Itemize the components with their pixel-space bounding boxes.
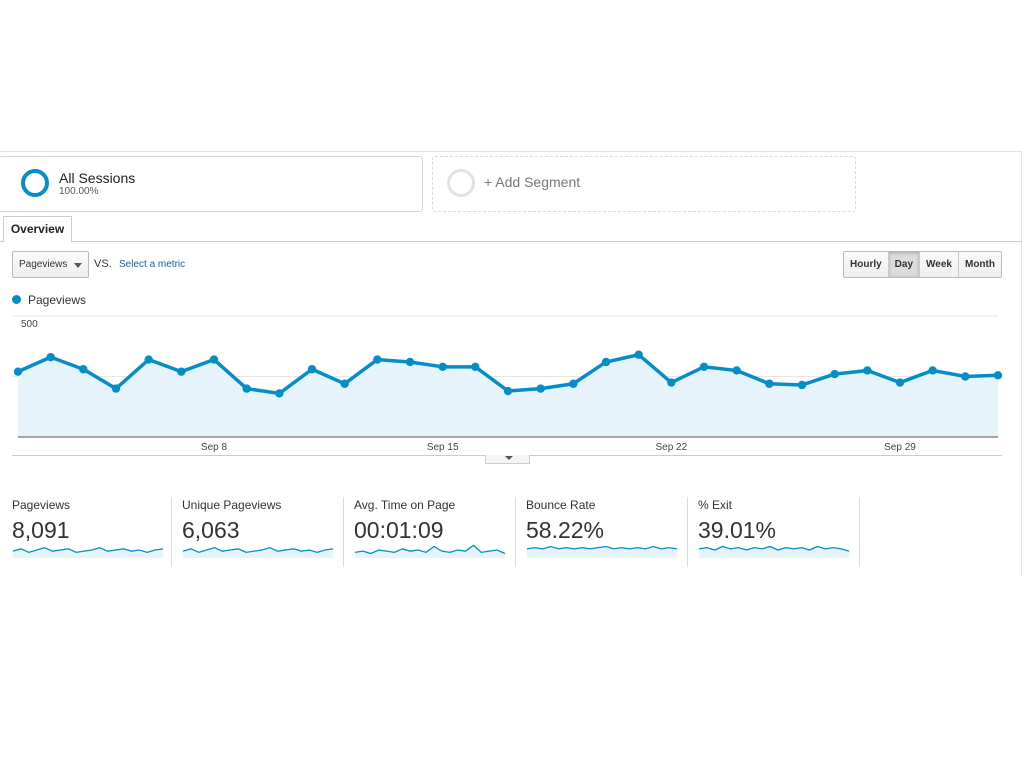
data-point[interactable] bbox=[601, 357, 611, 367]
report-frame bbox=[0, 151, 1022, 576]
data-point[interactable] bbox=[536, 384, 545, 393]
data-point[interactable] bbox=[993, 371, 1003, 380]
sparkline-area bbox=[527, 546, 677, 558]
period-month-button[interactable]: Month bbox=[957, 252, 1001, 277]
data-point[interactable] bbox=[177, 367, 186, 376]
data-point[interactable] bbox=[863, 366, 872, 375]
scorecard-unique-pageviews[interactable]: Unique Pageviews 6,063 bbox=[172, 497, 344, 567]
tab-overview[interactable]: Overview bbox=[3, 216, 72, 243]
scorecard-sparkline bbox=[526, 545, 678, 558]
sparkline-area bbox=[183, 547, 333, 558]
segment-percent: 100.00% bbox=[59, 186, 99, 197]
scorecard-bounce-rate[interactable]: Bounce Rate 58.22% bbox=[516, 497, 688, 567]
scorecard-exit-rate[interactable]: % Exit 39.01% bbox=[688, 497, 860, 567]
select-metric-link[interactable]: Select a metric bbox=[119, 259, 186, 270]
data-point[interactable] bbox=[961, 372, 970, 381]
scorecard-label: Pageviews bbox=[12, 498, 71, 512]
data-point[interactable] bbox=[569, 379, 578, 388]
scorecard-value: 39.01% bbox=[698, 517, 777, 543]
y-tick-label: 500 bbox=[21, 319, 38, 330]
chevron-down-icon bbox=[74, 263, 82, 268]
segment-ring-icon bbox=[21, 169, 49, 197]
data-point[interactable] bbox=[340, 379, 349, 388]
data-point[interactable] bbox=[667, 378, 676, 387]
scorecard-sparkline bbox=[698, 545, 850, 558]
scorecards: Pageviews 8,091 Unique Pageviews 6,063 A… bbox=[0, 497, 860, 567]
sparkline-line bbox=[698, 545, 850, 552]
data-point[interactable] bbox=[242, 384, 251, 393]
data-point[interactable] bbox=[797, 380, 807, 390]
empty-segment-ring-icon bbox=[447, 169, 475, 197]
data-point[interactable] bbox=[46, 352, 55, 362]
data-point[interactable] bbox=[471, 362, 480, 372]
period-selector: Hourly Day Week Month bbox=[843, 251, 1002, 278]
x-tick-label: Sep 8 bbox=[201, 442, 228, 453]
data-point[interactable] bbox=[13, 367, 23, 376]
data-point[interactable] bbox=[895, 378, 905, 387]
data-point[interactable] bbox=[307, 365, 317, 374]
series-area bbox=[18, 354, 998, 437]
data-point[interactable] bbox=[209, 355, 219, 364]
scorecard-avg-time-on-page[interactable]: Avg. Time on Page 00:01:09 bbox=[344, 497, 516, 567]
sparkline-line bbox=[12, 546, 164, 554]
add-segment-label: + Add Segment bbox=[484, 174, 581, 190]
legend-dot-icon bbox=[12, 295, 21, 305]
sparkline-line bbox=[354, 544, 506, 555]
data-point[interactable] bbox=[503, 386, 513, 396]
data-point[interactable] bbox=[144, 355, 153, 364]
scorecard-label: Unique Pageviews bbox=[182, 498, 282, 512]
data-point[interactable] bbox=[373, 355, 382, 364]
scorecard-label: Bounce Rate bbox=[526, 498, 596, 512]
period-day-button[interactable]: Day bbox=[887, 252, 920, 277]
data-point[interactable] bbox=[830, 369, 839, 379]
sparkline-area bbox=[355, 545, 505, 558]
period-hourly-button[interactable]: Hourly bbox=[844, 252, 888, 277]
chart-legend[interactable]: Pageviews bbox=[12, 293, 86, 307]
x-tick-label: Sep 22 bbox=[655, 442, 687, 453]
scorecard-label: % Exit bbox=[698, 498, 733, 512]
vs-label: VS. bbox=[94, 258, 112, 270]
metric-select[interactable]: Pageviews bbox=[12, 251, 89, 278]
sparkline-area bbox=[13, 547, 163, 558]
scorecard-sparkline bbox=[182, 546, 334, 558]
scorecard-value: 6,063 bbox=[182, 517, 240, 543]
data-point[interactable] bbox=[634, 350, 643, 359]
scorecard-pageviews[interactable]: Pageviews 8,091 bbox=[0, 497, 172, 567]
data-point[interactable] bbox=[928, 366, 937, 375]
scorecard-value: 58.22% bbox=[526, 517, 605, 543]
period-week-button[interactable]: Week bbox=[919, 252, 958, 277]
sparkline-line bbox=[526, 545, 678, 550]
data-point[interactable] bbox=[438, 362, 447, 372]
data-point[interactable] bbox=[699, 362, 709, 372]
scorecard-label: Avg. Time on Page bbox=[354, 498, 456, 512]
sparkline-line bbox=[182, 546, 334, 554]
add-segment-button[interactable]: + Add Segment bbox=[432, 156, 856, 212]
data-point[interactable] bbox=[79, 365, 88, 374]
segment-all-sessions[interactable]: All Sessions 100.00% bbox=[0, 156, 423, 212]
data-point[interactable] bbox=[275, 389, 284, 398]
chart-toggle-handle[interactable] bbox=[485, 455, 530, 464]
data-point[interactable] bbox=[732, 366, 741, 375]
scorecard-sparkline bbox=[354, 544, 506, 558]
data-point[interactable] bbox=[405, 357, 415, 367]
scorecard-value: 8,091 bbox=[12, 517, 70, 543]
metric-select-value: Pageviews bbox=[19, 259, 68, 270]
scorecard-value: 00:01:09 bbox=[354, 517, 444, 543]
data-point[interactable] bbox=[111, 384, 121, 393]
x-tick-label: Sep 29 bbox=[884, 442, 916, 453]
legend-label: Pageviews bbox=[28, 293, 87, 307]
scorecard-sparkline bbox=[12, 546, 164, 558]
data-point[interactable] bbox=[765, 379, 774, 388]
tab-divider bbox=[0, 241, 1022, 242]
x-tick-label: Sep 15 bbox=[427, 442, 459, 453]
segment-name: All Sessions bbox=[59, 170, 136, 186]
